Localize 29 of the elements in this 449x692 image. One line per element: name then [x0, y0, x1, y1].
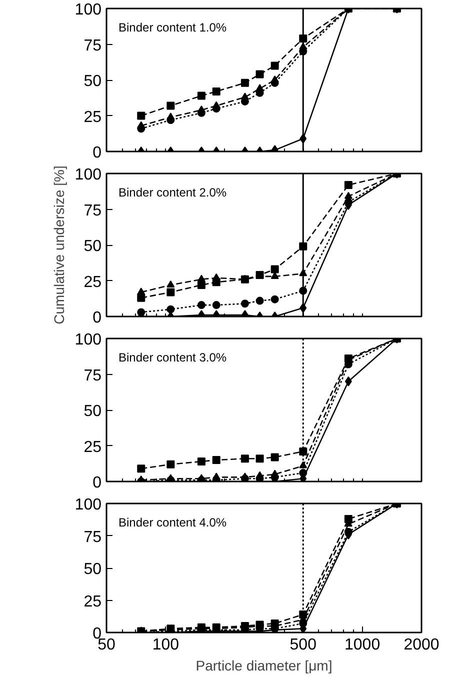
y-tick-label: 100 — [74, 496, 102, 514]
y-tick-label: 75 — [84, 367, 102, 384]
y-tick-label: 50 — [84, 238, 102, 255]
y-tick-label: 50 — [84, 73, 102, 90]
y-tick-label: 75 — [84, 37, 102, 54]
y-tick-label: 0 — [92, 310, 102, 326]
text: Binder content 4.0% — [118, 516, 227, 530]
x-tick-label: 100 — [152, 636, 180, 654]
y-tick-label: 25 — [84, 593, 102, 610]
x-tick-label: 500 — [290, 636, 317, 654]
y-tick-label: 100 — [74, 166, 102, 184]
y-tick-label: 100 — [74, 2, 102, 18]
text: Binder content 1.0% — [118, 20, 227, 34]
x-axis-title: Particle diameter [μm] — [196, 658, 332, 674]
y-tick-label: 75 — [84, 528, 102, 546]
y-tick-label: 50 — [84, 561, 102, 578]
text: Binder content 2.0% — [118, 186, 227, 200]
y-tick-label: 25 — [84, 438, 102, 456]
y-tick-label: 75 — [84, 202, 102, 220]
y-axis-title: Cumulative undersize [%] — [50, 166, 67, 324]
y-tick-label: 0 — [92, 144, 102, 162]
y-tick-label: 0 — [92, 474, 102, 492]
y-tick-label: 25 — [84, 108, 102, 126]
y-tick-label: 25 — [84, 274, 102, 291]
x-tick-label: 2000 — [404, 636, 440, 654]
y-tick-label: 50 — [84, 403, 102, 420]
text: Binder content 3.0% — [118, 350, 227, 364]
y-tick-label: 100 — [74, 332, 102, 348]
x-tick-label: 1000 — [344, 636, 380, 654]
